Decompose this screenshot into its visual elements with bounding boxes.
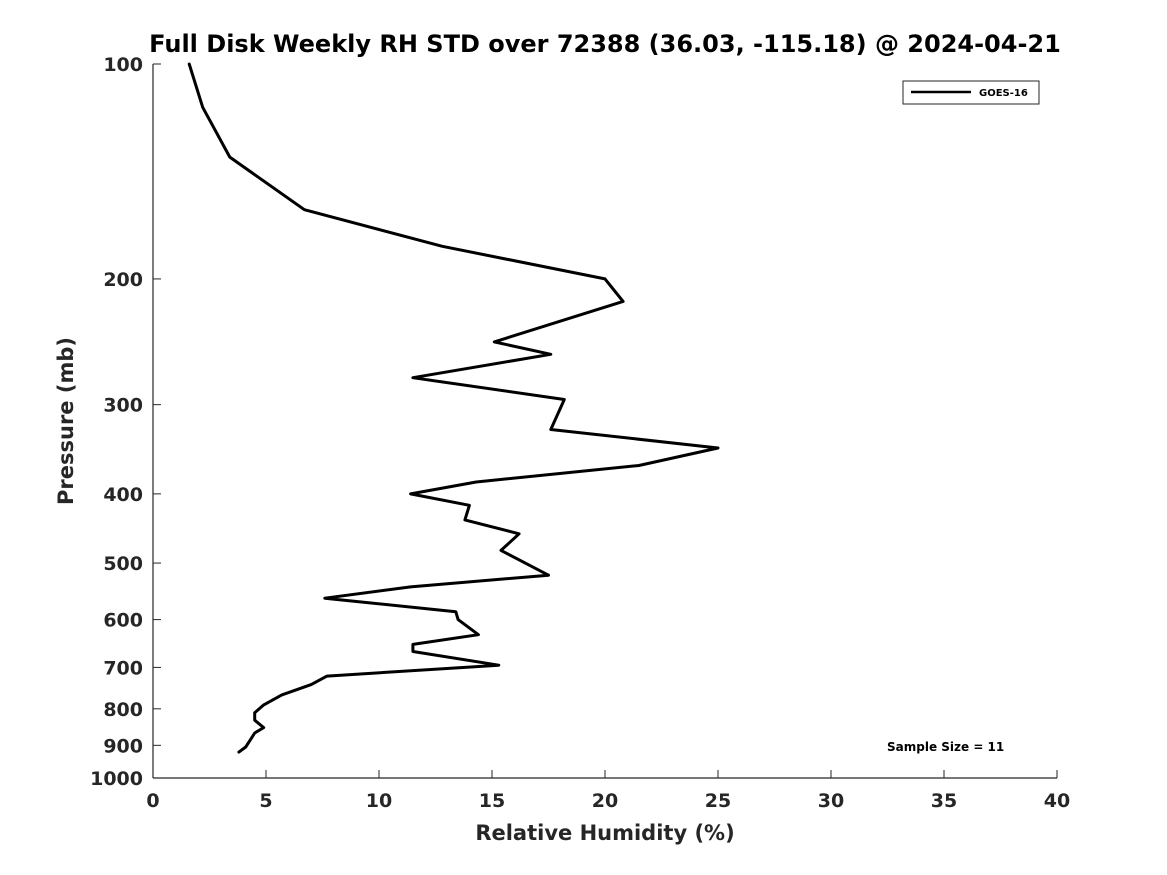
series-line-goes16 — [187, 62, 720, 754]
x-tick-label: 5 — [259, 790, 272, 812]
y-tick-label: 200 — [103, 269, 143, 291]
x-tick-label: 40 — [1044, 790, 1070, 812]
y-tick-label: 900 — [103, 735, 143, 757]
x-tick-label: 35 — [931, 790, 957, 812]
y-tick-label: 700 — [103, 657, 143, 679]
x-tick-label: 25 — [705, 790, 731, 812]
y-ticks: 100 200 300 400 500 600 700 800 900 1000 — [90, 54, 161, 790]
series-layer — [187, 62, 720, 754]
y-axis-label: Pressure (mb) — [54, 337, 78, 505]
x-ticks: 0 5 10 15 20 25 30 35 40 — [146, 770, 1070, 812]
y-tick-label: 100 — [103, 54, 143, 76]
legend: GOES-16 — [902, 80, 1040, 105]
y-tick-label: 400 — [103, 484, 143, 506]
x-tick-label: 10 — [366, 790, 392, 812]
x-tick-label: 15 — [479, 790, 505, 812]
x-tick-label: 20 — [592, 790, 618, 812]
x-tick-label: 30 — [818, 790, 844, 812]
x-tick-label: 0 — [146, 790, 159, 812]
legend-label-goes16: GOES-16 — [979, 88, 1028, 99]
y-tick-label: 1000 — [90, 768, 143, 790]
y-tick-label: 500 — [103, 553, 143, 575]
y-tick-label: 300 — [103, 395, 143, 417]
x-axis-label: Relative Humidity (%) — [475, 821, 734, 845]
sample-size-annotation: Sample Size = 11 — [887, 740, 1004, 754]
y-tick-label: 600 — [103, 610, 143, 632]
y-tick-label: 800 — [103, 699, 143, 721]
chart-title: Full Disk Weekly RH STD over 72388 (36.0… — [149, 30, 1061, 58]
